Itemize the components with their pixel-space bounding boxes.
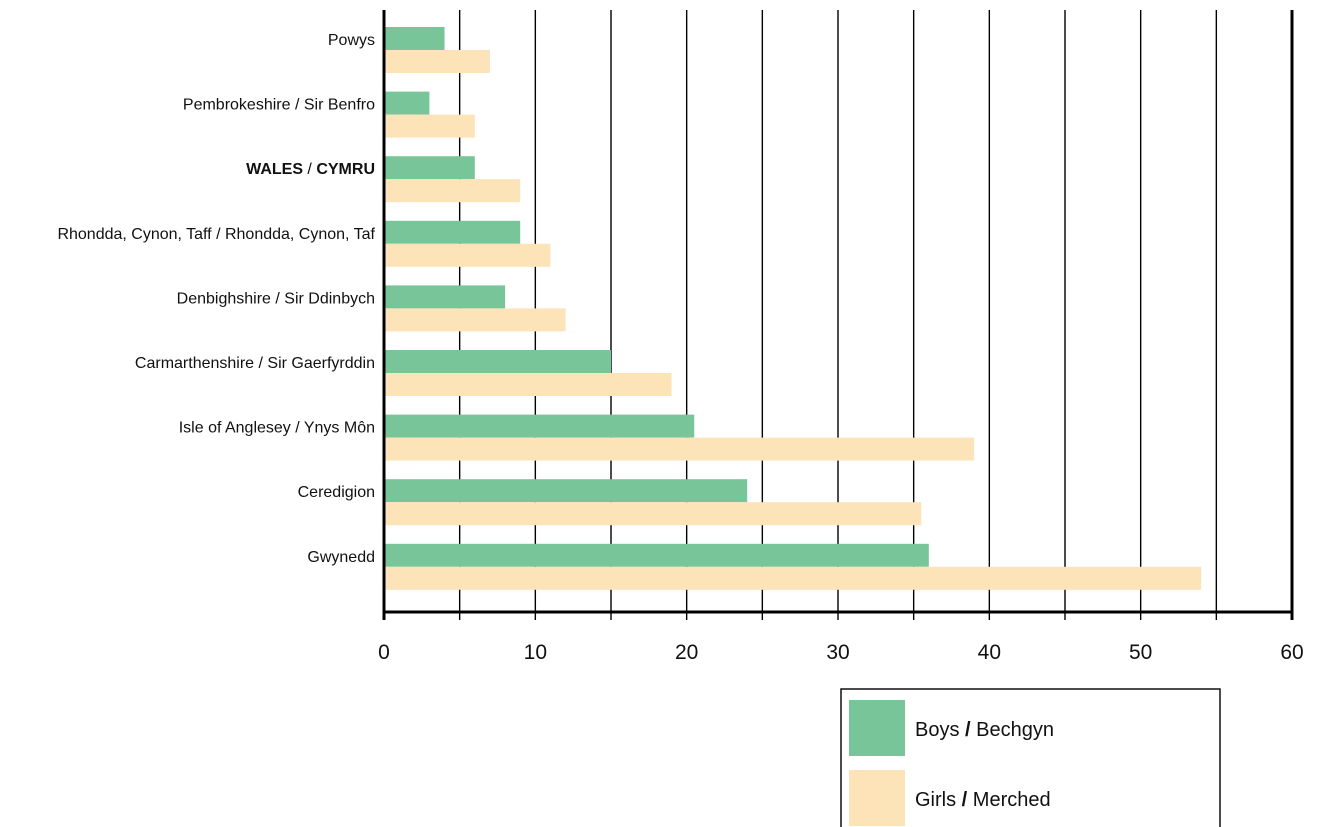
legend-label-right: Bechgyn — [971, 719, 1054, 741]
legend-label-separator: / — [962, 789, 968, 811]
x-tick-label-30: 30 — [826, 641, 849, 664]
bar-girls-4 — [384, 308, 566, 332]
category-label-part1: Rhondda, Cynon, Taff — [57, 226, 212, 243]
category-label-0: Powys — [328, 32, 375, 49]
bar-boys-7 — [384, 479, 748, 503]
category-labels: Powys Pembrokeshire / Sir Benfro WALES / C… — [57, 32, 375, 566]
legend: Boys / Bechgyn Girls / Merched — [840, 688, 1221, 827]
x-tick-label-20: 20 — [675, 641, 698, 664]
category-label-part2: Sir Ddinbych — [284, 290, 375, 307]
category-label-part1: Carmarthenshire — [135, 355, 254, 372]
category-label-part2: Sir Gaerfyrddin — [267, 355, 375, 372]
bar-girls-0 — [384, 50, 490, 73]
category-label-separator: / — [254, 355, 267, 372]
legend-swatch-girls — [849, 770, 905, 826]
category-label-8: Gwynedd — [307, 549, 375, 566]
bar-boys-5 — [384, 350, 611, 373]
bar-girls-7 — [384, 502, 922, 526]
x-tick-label-60: 60 — [1280, 641, 1303, 664]
category-label-3: Rhondda, Cynon, Taff / Rhondda, Cynon, T… — [57, 226, 375, 243]
bar-boys-8 — [384, 543, 929, 567]
category-label-separator: / — [271, 290, 284, 307]
bar-girls-5 — [384, 373, 672, 396]
category-label-6: Isle of Anglesey / Ynys Môn — [179, 420, 375, 437]
legend-label-right: Merched — [967, 789, 1050, 811]
x-tick-label-10: 10 — [524, 641, 547, 664]
bar-girls-3 — [384, 243, 551, 267]
category-label-2: WALES / CYMRU — [246, 161, 375, 178]
legend-label-boys: Boys / Bechgyn — [915, 719, 1054, 741]
category-label-part2: Rhondda, Cynon, Taf — [225, 226, 376, 243]
category-label-5: Carmarthenshire / Sir Gaerfyrddin — [135, 355, 375, 372]
bar-boys-2 — [384, 156, 475, 180]
category-label-part1: Powys — [328, 32, 375, 49]
bar-girls-6 — [384, 437, 975, 461]
category-label-part2: Ynys Môn — [304, 420, 375, 437]
legend-swatch-boys — [849, 700, 905, 756]
x-tick-labels: 0 10 20 30 40 50 60 — [378, 641, 1304, 664]
legend-label-left: Boys — [915, 719, 965, 741]
legend-label-separator: / — [965, 719, 971, 741]
category-label-part1: Ceredigion — [298, 484, 375, 501]
bar-girls-8 — [384, 566, 1202, 590]
legend-label-left: Girls — [915, 789, 962, 811]
category-label-4: Denbighshire / Sir Ddinbych — [177, 290, 375, 307]
category-label-part2: CYMRU — [316, 161, 375, 178]
category-label-part1: Pembrokeshire — [183, 97, 291, 114]
category-label-separator: / — [212, 226, 225, 243]
bar-girls-2 — [384, 179, 521, 203]
bar-boys-4 — [384, 285, 506, 309]
category-label-part2: Sir Benfro — [304, 97, 375, 114]
category-label-part1: Denbighshire — [177, 290, 271, 307]
category-label-part1: WALES — [246, 161, 303, 178]
category-label-separator: / — [303, 161, 316, 178]
bar-boys-6 — [384, 414, 695, 438]
bars — [384, 27, 1202, 590]
bar-boys-3 — [384, 220, 521, 244]
category-label-separator: / — [291, 420, 304, 437]
category-label-1: Pembrokeshire / Sir Benfro — [183, 97, 375, 114]
gridlines — [458, 10, 1294, 612]
category-label-part1: Isle of Anglesey — [179, 420, 291, 437]
x-tick-label-50: 50 — [1129, 641, 1152, 664]
axes — [382, 10, 1294, 620]
x-tick-label-0: 0 — [378, 641, 390, 664]
bar-girls-1 — [384, 114, 475, 138]
x-tick-label-40: 40 — [978, 641, 1001, 664]
category-label-separator: / — [291, 97, 304, 114]
legend-label-girls: Girls / Merched — [915, 789, 1051, 811]
bar-boys-1 — [384, 91, 430, 115]
category-label-7: Ceredigion — [298, 484, 375, 501]
category-label-part1: Gwynedd — [307, 549, 375, 566]
bar-boys-0 — [384, 27, 445, 50]
